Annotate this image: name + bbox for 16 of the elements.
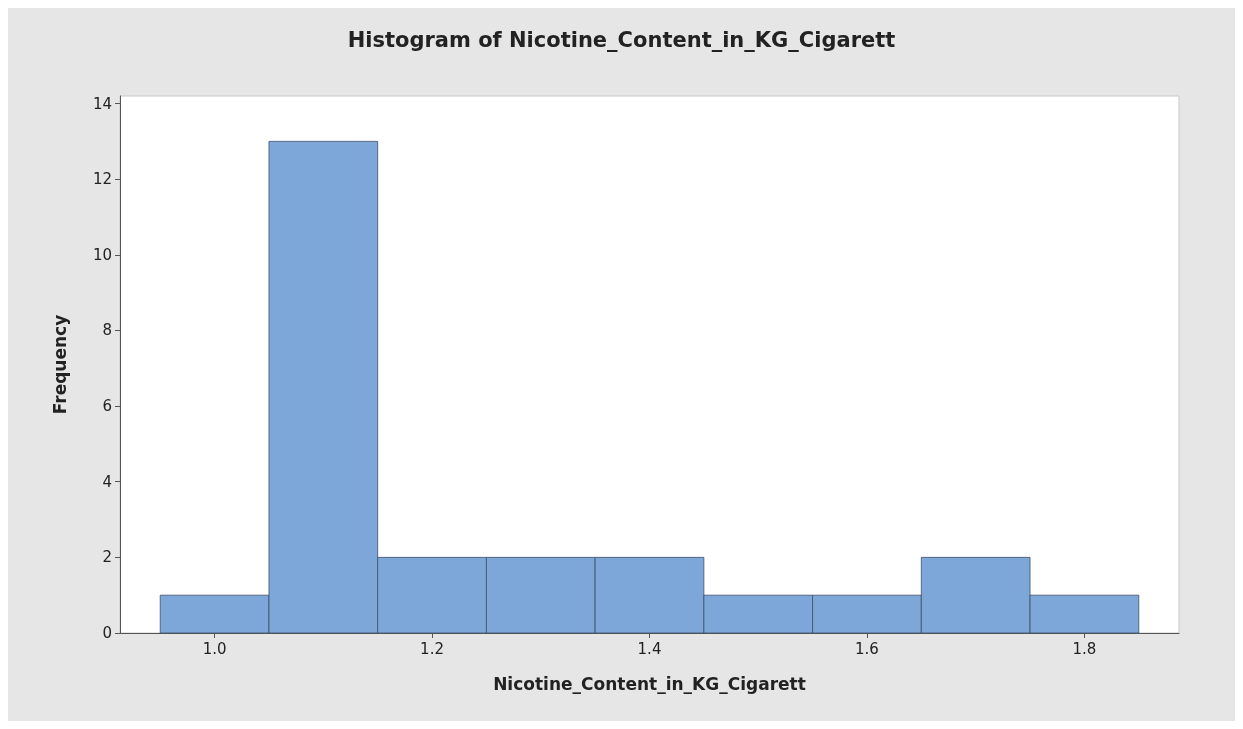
x-tick-label: 1.4 — [637, 639, 662, 658]
y-tick-label: 2 — [102, 548, 112, 567]
chart-title: Histogram of Nicotine_Content_in_KG_Cigarett — [347, 27, 896, 52]
x-tick-label: 1.0 — [202, 639, 227, 658]
y-tick-label: 8 — [102, 321, 112, 340]
y-tick-label: 10 — [92, 245, 112, 264]
x-axis-title: Nicotine_Content_in_KG_Cigarett — [493, 673, 806, 694]
x-tick-label: 1.8 — [1072, 639, 1097, 658]
x-tick-label: 1.6 — [855, 639, 879, 658]
y-tick-label: 14 — [92, 94, 112, 113]
y-tick-label: 4 — [102, 472, 112, 491]
y-axis-title: Frequency — [49, 314, 70, 415]
x-tick-label: 1.2 — [420, 639, 444, 658]
y-tick-label: 0 — [102, 624, 112, 642]
y-tick-label: 6 — [102, 397, 112, 416]
y-tick-label: 12 — [92, 170, 112, 189]
